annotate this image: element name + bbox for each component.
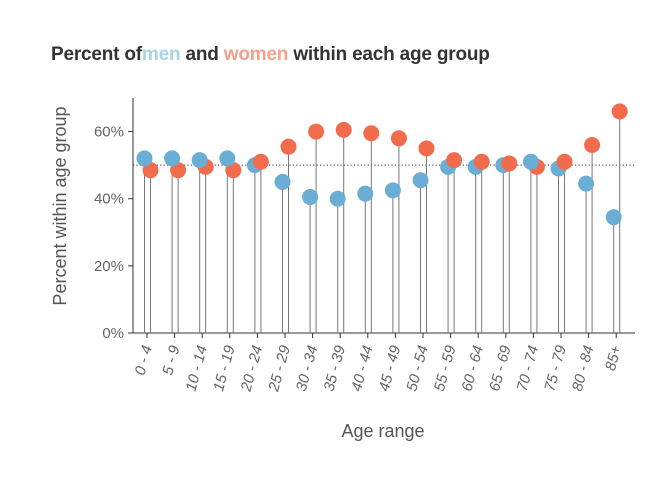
women-point bbox=[446, 152, 463, 169]
y-tick-label: 40% bbox=[94, 191, 124, 208]
women-point bbox=[280, 138, 297, 155]
x-tick-label: 85+ bbox=[602, 343, 625, 372]
men-point bbox=[357, 185, 374, 202]
men-point bbox=[384, 182, 401, 199]
y-axis-title: Percent within age group bbox=[50, 106, 70, 305]
x-tick-label: 55 - 59 bbox=[431, 343, 460, 393]
men-point bbox=[191, 152, 208, 169]
women-point bbox=[390, 130, 407, 147]
men-point bbox=[522, 153, 539, 170]
title-prefix: Percent of bbox=[51, 44, 142, 65]
women-point bbox=[252, 153, 269, 170]
x-tick-label: 80 - 84 bbox=[569, 344, 598, 394]
women-point bbox=[308, 123, 325, 140]
title-women: women bbox=[223, 44, 289, 65]
women-point bbox=[225, 162, 242, 179]
y-tick-label: 0% bbox=[102, 325, 124, 342]
women-point bbox=[611, 103, 628, 120]
x-tick-label: 5 - 9 bbox=[159, 343, 183, 377]
men-point bbox=[136, 150, 153, 167]
women-point bbox=[170, 162, 187, 179]
x-tick-label: 20 - 24 bbox=[237, 344, 266, 394]
y-tick-label: 60% bbox=[94, 124, 124, 141]
women-point bbox=[363, 125, 380, 142]
x-axis-title: Age range bbox=[341, 421, 424, 441]
x-tick-label: 10 - 14 bbox=[183, 344, 212, 394]
men-point bbox=[578, 175, 595, 192]
x-tick-label: 15 - 19 bbox=[210, 343, 239, 393]
men-point bbox=[164, 150, 181, 167]
title-men: men bbox=[141, 44, 181, 65]
women-point bbox=[335, 121, 352, 138]
women-point bbox=[501, 155, 518, 172]
women-point bbox=[142, 162, 159, 179]
x-tick-label: 40 - 44 bbox=[348, 344, 377, 394]
x-tick-label: 35 - 39 bbox=[321, 343, 350, 393]
x-tick-label: 25 - 29 bbox=[265, 343, 294, 394]
x-tick-label: 0 - 4 bbox=[132, 344, 156, 377]
x-tick-label: 45 - 49 bbox=[376, 343, 405, 393]
y-tick-label: 20% bbox=[94, 258, 124, 275]
men-point bbox=[219, 150, 236, 167]
men-point bbox=[302, 189, 319, 206]
women-point bbox=[556, 153, 573, 170]
x-tick-label: 50 - 54 bbox=[403, 344, 432, 394]
chart-title: Percent ofmen and women within each age … bbox=[51, 44, 490, 66]
x-tick-label: 30 - 34 bbox=[293, 344, 322, 394]
women-point bbox=[418, 140, 435, 157]
title-suffix: within each age group bbox=[293, 44, 490, 65]
women-point bbox=[473, 153, 490, 170]
women-point bbox=[584, 137, 601, 153]
x-tick-label: 70 - 74 bbox=[514, 344, 543, 394]
men-point bbox=[605, 209, 622, 226]
x-tick-label: 75 - 79 bbox=[541, 343, 570, 393]
title-and: and bbox=[185, 44, 219, 65]
x-tick-label: 60 - 64 bbox=[459, 344, 488, 394]
x-tick-label: 65 - 69 bbox=[486, 343, 515, 393]
men-point bbox=[274, 173, 291, 190]
men-point bbox=[412, 172, 429, 189]
men-point bbox=[329, 190, 346, 207]
